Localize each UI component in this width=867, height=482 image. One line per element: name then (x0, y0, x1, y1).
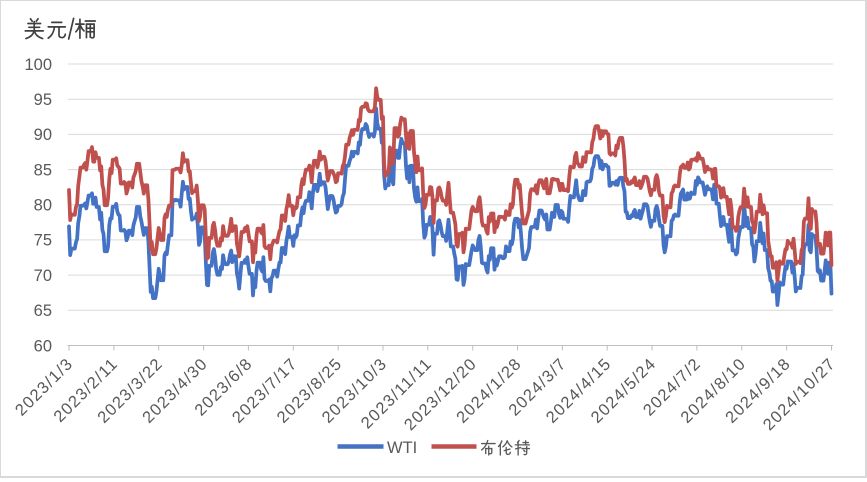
svg-text:90: 90 (34, 126, 52, 144)
svg-text:65: 65 (34, 302, 52, 320)
svg-text:100: 100 (24, 56, 52, 74)
svg-text:60: 60 (34, 337, 52, 355)
svg-text:70: 70 (34, 267, 52, 285)
svg-text:95: 95 (34, 91, 52, 109)
svg-text:80: 80 (34, 197, 52, 215)
svg-text:WTI: WTI (387, 439, 417, 457)
svg-text:75: 75 (34, 232, 52, 250)
svg-text:85: 85 (34, 161, 52, 179)
